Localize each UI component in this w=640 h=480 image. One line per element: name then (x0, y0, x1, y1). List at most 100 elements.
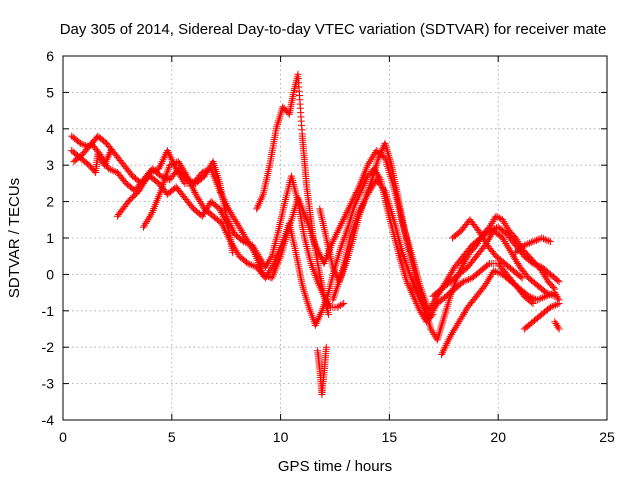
data-point (533, 236, 540, 244)
data-point (488, 270, 496, 278)
data-point (534, 236, 542, 243)
data-point (167, 161, 175, 168)
data-point (221, 227, 229, 235)
data-point (97, 152, 105, 160)
data-point (217, 190, 225, 198)
data-point (475, 238, 483, 246)
data-point (223, 230, 231, 238)
data-point (108, 166, 116, 174)
data-point (441, 343, 449, 351)
data-point (504, 243, 512, 251)
data-point (479, 234, 487, 242)
data-point (378, 147, 386, 155)
data-point (444, 274, 452, 282)
data-point (551, 292, 559, 300)
data-point (546, 238, 554, 246)
data-point (364, 161, 372, 169)
data-point (229, 241, 237, 249)
data-point (508, 250, 516, 258)
data-point (549, 292, 557, 299)
data-point (148, 168, 156, 176)
data-point (110, 167, 118, 175)
data-point (105, 165, 113, 173)
data-point (222, 212, 230, 220)
data-point (254, 201, 262, 209)
y-tick-label: 1 (46, 230, 54, 246)
data-point (340, 300, 348, 307)
data-point (452, 323, 460, 331)
series-arc-8 (316, 139, 559, 344)
chart-title: Day 305 of 2014, Sidereal Day-to-day VTE… (60, 21, 607, 38)
axis-ticks (62, 55, 608, 421)
data-point (137, 183, 145, 191)
data-point (490, 267, 498, 275)
data-point (175, 159, 183, 167)
data-point (316, 250, 324, 258)
data-point (224, 232, 232, 240)
data-point (227, 209, 235, 216)
data-point (365, 159, 373, 167)
data-point (227, 223, 235, 231)
data-point (375, 152, 383, 160)
data-point (500, 236, 508, 244)
data-point (517, 273, 525, 281)
data-point (461, 277, 469, 285)
data-point (76, 139, 84, 147)
data-point (456, 316, 464, 324)
data-point (224, 216, 232, 224)
data-point (331, 269, 339, 277)
data-point (226, 207, 233, 215)
data-point (257, 196, 265, 204)
data-point (261, 274, 269, 282)
data-point (103, 161, 110, 169)
data-point (425, 314, 433, 322)
data-point (404, 281, 412, 289)
data-point (156, 163, 164, 171)
data-point (179, 176, 187, 184)
series-arc-13 (449, 216, 526, 282)
data-point (166, 152, 174, 160)
series-arc-14 (520, 300, 563, 333)
series-arc-16 (551, 318, 563, 333)
x-tick-label: 0 (59, 429, 67, 445)
data-point (459, 278, 467, 286)
data-point (246, 241, 254, 249)
data-point (173, 167, 181, 175)
data-point (249, 262, 257, 270)
data-point (461, 309, 468, 317)
data-point (533, 296, 541, 304)
data-point (224, 205, 232, 213)
data-point (240, 230, 248, 238)
data-point (520, 241, 528, 249)
data-point (143, 174, 151, 182)
data-point (480, 236, 488, 244)
data-point (553, 300, 561, 308)
data-point (472, 241, 480, 249)
data-point (221, 225, 228, 233)
y-tick-label: 4 (46, 121, 54, 137)
data-point (500, 218, 508, 226)
data-point (216, 187, 224, 195)
data-point (370, 150, 378, 158)
data-point (364, 190, 372, 198)
data-point (499, 216, 507, 224)
data-point (353, 196, 361, 204)
data-point (548, 302, 556, 310)
data-point (492, 212, 500, 220)
data-points (68, 70, 563, 398)
data-point (359, 199, 367, 207)
data-point (357, 187, 365, 195)
data-point (357, 205, 365, 213)
data-point (338, 218, 346, 226)
data-point (234, 221, 242, 229)
data-point (430, 305, 438, 313)
data-point (342, 210, 350, 218)
data-point (144, 216, 152, 224)
data-point (219, 221, 227, 229)
data-point (489, 218, 497, 226)
data-point (181, 169, 189, 176)
data-point (230, 214, 238, 222)
data-point (194, 194, 202, 202)
data-point (450, 327, 458, 335)
data-point (511, 254, 518, 262)
